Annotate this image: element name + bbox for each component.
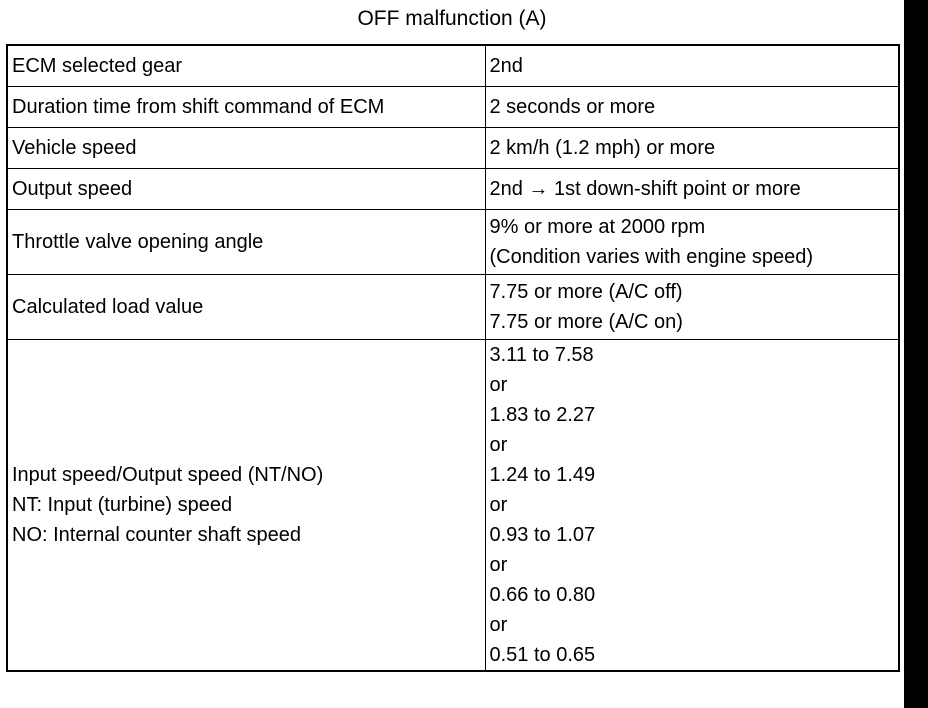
condition-text: 2nd → 1st down-shift point or more [489, 178, 801, 200]
table-row: Throttle valve opening angle 9% or more … [6, 209, 900, 275]
condition-text: 0.93 to 1.07 [489, 524, 596, 546]
condition-text: or [489, 614, 508, 636]
parameter-text: Output speed [12, 178, 133, 200]
condition-text: or [489, 494, 508, 516]
table-row: Calculated load value 7.75 or more (A/C … [6, 274, 900, 340]
condition-cell: 2nd → 1st down-shift point or more [484, 168, 900, 210]
parameter-text: ECM selected gear [12, 55, 183, 77]
parameter-text: Vehicle speed [12, 137, 137, 159]
condition-cell: 2 km/h (1.2 mph) or more [484, 127, 900, 169]
condition-text: 2nd [489, 55, 523, 77]
condition-cell: 7.75 or more (A/C off) 7.75 or more (A/C… [484, 274, 900, 340]
parameter-text: Throttle valve opening angle [12, 231, 264, 253]
condition-text: or [489, 554, 508, 576]
parameter-cell: Calculated load value [6, 274, 486, 340]
condition-text: 7.75 or more (A/C off) [489, 281, 683, 303]
condition-cell: 2 seconds or more [484, 86, 900, 128]
condition-text: 7.75 or more (A/C on) [489, 311, 683, 333]
parameter-cell: Vehicle speed [6, 127, 486, 169]
parameter-cell: Duration time from shift command of ECM [6, 86, 486, 128]
condition-text: 9% or more at 2000 rpm [489, 216, 706, 238]
condition-text: 1.83 to 2.27 [489, 404, 596, 426]
parameter-cell: Input speed/Output speed (NT/NO) NT: Inp… [6, 339, 486, 672]
parameter-cell: Output speed [6, 168, 486, 210]
condition-text: (Condition varies with engine speed) [489, 246, 814, 268]
condition-text: 3.11 to 7.58 [489, 344, 594, 366]
condition-text: or [489, 374, 508, 396]
table-row: Output speed 2nd → 1st down-shift point … [6, 168, 900, 210]
parameter-cell: ECM selected gear [6, 44, 486, 87]
condition-cell: 3.11 to 7.58 or 1.83 to 2.27 or 1.24 to … [484, 339, 900, 672]
table-row: ECM selected gear 2nd [6, 44, 900, 87]
condition-text: or [489, 434, 508, 456]
parameter-text: NT: Input (turbine) speed [12, 494, 233, 516]
condition-text: 2 km/h (1.2 mph) or more [489, 137, 716, 159]
condition-cell: 2nd [484, 44, 900, 87]
condition-table: ECM selected gear 2nd Duration time from… [6, 44, 900, 672]
condition-cell: 9% or more at 2000 rpm (Condition varies… [484, 209, 900, 275]
condition-text: 2 seconds or more [489, 96, 656, 118]
condition-text: 0.51 to 0.65 [489, 644, 596, 666]
parameter-text: Input speed/Output speed (NT/NO) [12, 464, 324, 486]
page-title: OFF malfunction (A) [357, 7, 547, 30]
condition-text: 0.66 to 0.80 [489, 584, 596, 606]
condition-text: 1.24 to 1.49 [489, 464, 596, 486]
right-edge-bar [904, 0, 928, 708]
table-row: Vehicle speed 2 km/h (1.2 mph) or more [6, 127, 900, 169]
parameter-text: NO: Internal counter shaft speed [12, 524, 302, 546]
table-row: Duration time from shift command of ECM … [6, 86, 900, 128]
parameter-cell: Throttle valve opening angle [6, 209, 486, 275]
parameter-text: Calculated load value [12, 296, 204, 318]
parameter-text: Duration time from shift command of ECM [12, 96, 385, 118]
table-row: Input speed/Output speed (NT/NO) NT: Inp… [6, 339, 900, 672]
